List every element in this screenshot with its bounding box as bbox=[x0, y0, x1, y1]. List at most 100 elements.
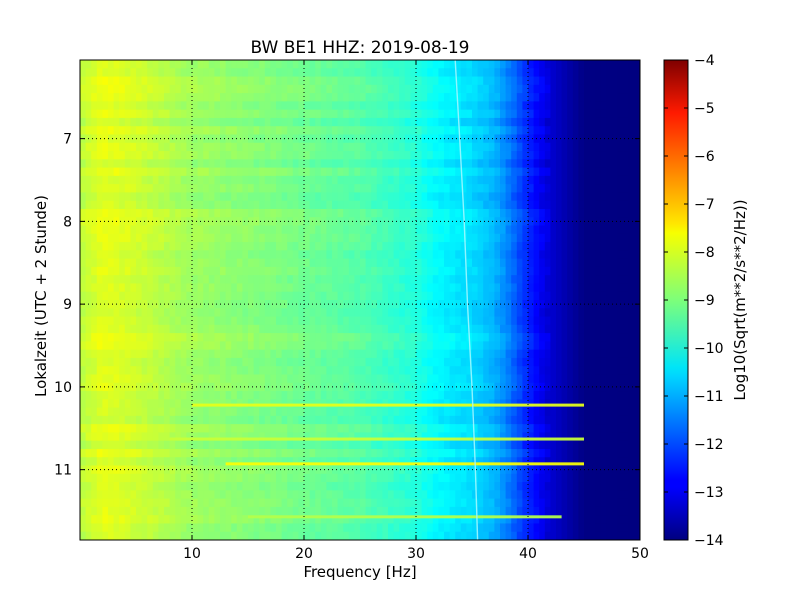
heatmap-cell bbox=[567, 109, 574, 119]
heatmap-cell bbox=[584, 374, 591, 384]
heatmap-cell bbox=[589, 308, 596, 318]
heatmap-cell bbox=[315, 357, 322, 367]
heatmap-cell bbox=[354, 357, 361, 367]
heatmap-cell bbox=[136, 465, 143, 475]
heatmap-cell bbox=[175, 465, 182, 475]
heatmap-cell bbox=[628, 266, 635, 276]
heatmap-cell bbox=[96, 407, 103, 417]
heatmap-cell bbox=[113, 399, 120, 409]
heatmap-cell bbox=[236, 200, 243, 210]
heatmap-cell bbox=[225, 415, 232, 425]
heatmap-cell bbox=[197, 440, 204, 450]
heatmap-cell bbox=[399, 167, 406, 177]
heatmap-cell bbox=[91, 233, 98, 243]
heatmap-cell bbox=[427, 333, 434, 342]
heatmap-cell bbox=[264, 275, 271, 285]
heatmap-cell bbox=[455, 217, 462, 227]
heatmap-cell bbox=[628, 109, 635, 119]
heatmap-cell bbox=[371, 117, 378, 127]
heatmap-cell bbox=[466, 457, 473, 467]
heatmap-cell bbox=[404, 250, 411, 260]
heatmap-cell bbox=[287, 126, 294, 136]
heatmap-cell bbox=[544, 440, 551, 450]
heatmap-cell bbox=[444, 465, 451, 475]
heatmap-cell bbox=[348, 457, 355, 467]
heatmap-cell bbox=[343, 341, 350, 351]
heatmap-cell bbox=[276, 76, 283, 86]
heatmap-cell bbox=[634, 184, 640, 194]
heatmap-cell bbox=[231, 300, 238, 309]
heatmap-cell bbox=[404, 341, 411, 351]
heatmap-cell bbox=[180, 250, 187, 260]
heatmap-cell bbox=[315, 324, 322, 334]
heatmap-cell bbox=[628, 84, 635, 94]
heatmap-cell bbox=[511, 448, 518, 458]
heatmap-cell bbox=[348, 465, 355, 475]
heatmap-cell bbox=[281, 117, 288, 127]
heatmap-cell bbox=[85, 349, 92, 359]
heatmap-cell bbox=[108, 316, 115, 326]
heatmap-cell bbox=[556, 109, 563, 119]
heatmap-cell bbox=[287, 84, 294, 94]
heatmap-cell bbox=[124, 151, 131, 160]
heatmap-cell bbox=[208, 151, 215, 160]
heatmap-cell bbox=[136, 134, 143, 144]
heatmap-cell bbox=[287, 440, 294, 450]
heatmap-cell bbox=[192, 159, 199, 169]
heatmap-cell bbox=[432, 167, 439, 177]
heatmap-cell bbox=[488, 424, 495, 434]
heatmap-cell bbox=[505, 308, 512, 318]
heatmap-cell bbox=[147, 465, 154, 475]
heatmap-cell bbox=[449, 415, 456, 425]
heatmap-cell bbox=[332, 357, 339, 367]
heatmap-cell bbox=[309, 109, 316, 119]
heatmap-cell bbox=[264, 440, 271, 450]
heatmap-cell bbox=[528, 192, 535, 202]
heatmap-cell bbox=[617, 200, 624, 210]
heatmap-cell bbox=[516, 341, 523, 351]
heatmap-cell bbox=[113, 266, 120, 276]
heatmap-cell bbox=[180, 382, 187, 392]
heatmap-cell bbox=[242, 465, 249, 475]
heatmap-cell bbox=[320, 217, 327, 227]
heatmap-cell bbox=[617, 225, 624, 235]
heatmap-cell bbox=[124, 457, 131, 467]
heatmap-cell bbox=[147, 208, 154, 218]
heatmap-cell bbox=[567, 242, 574, 251]
heatmap-cell bbox=[287, 117, 294, 127]
heatmap-cell bbox=[466, 175, 473, 185]
heatmap-cell bbox=[561, 357, 568, 367]
heatmap-cell bbox=[382, 233, 389, 243]
heatmap-cell bbox=[584, 192, 591, 202]
heatmap-cell bbox=[124, 324, 131, 334]
heatmap-cell bbox=[505, 68, 512, 78]
heatmap-cell bbox=[214, 324, 221, 334]
heatmap-cell bbox=[511, 68, 518, 78]
heatmap-cell bbox=[152, 101, 159, 111]
heatmap-cell bbox=[606, 208, 613, 218]
heatmap-cell bbox=[225, 266, 232, 276]
heatmap-cell bbox=[505, 333, 512, 342]
heatmap-cell bbox=[612, 357, 619, 367]
heatmap-cell bbox=[533, 432, 540, 442]
heatmap-cell bbox=[550, 324, 557, 334]
heatmap-cell bbox=[186, 291, 193, 301]
heatmap-cell bbox=[326, 93, 333, 102]
heatmap-cell bbox=[214, 291, 221, 301]
heatmap-cell bbox=[628, 333, 635, 342]
heatmap-cell bbox=[460, 308, 467, 318]
heatmap-cell bbox=[175, 117, 182, 127]
heatmap-cell bbox=[326, 308, 333, 318]
heatmap-cell bbox=[124, 84, 131, 94]
heatmap-cell bbox=[500, 184, 507, 194]
heatmap-cell bbox=[399, 324, 406, 334]
heatmap-cell bbox=[522, 316, 529, 326]
heatmap-cell bbox=[348, 357, 355, 367]
heatmap-cell bbox=[203, 382, 210, 392]
heatmap-cell bbox=[152, 60, 159, 69]
heatmap-cell bbox=[298, 250, 305, 260]
heatmap-cell bbox=[600, 159, 607, 169]
heatmap-cell bbox=[472, 300, 479, 309]
heatmap-cell bbox=[141, 175, 148, 185]
